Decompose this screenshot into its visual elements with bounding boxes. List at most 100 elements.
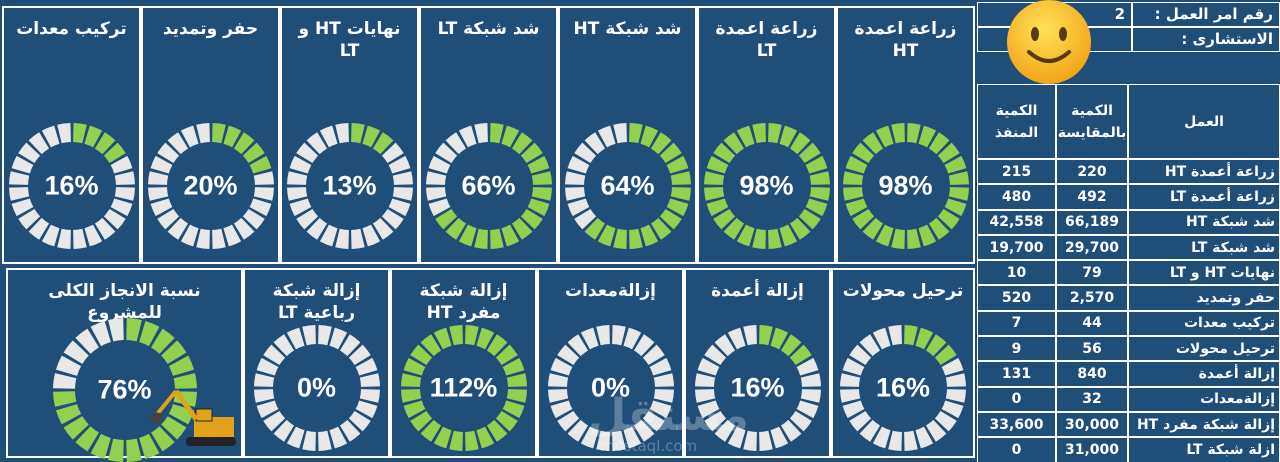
donut-segment-remaining (584, 132, 605, 155)
donut-segment-done (475, 327, 494, 350)
kpi-tile-title: زراعة اعمدة LT (715, 19, 818, 61)
donut-segment-remaining (156, 142, 179, 164)
donut-segment-remaining (334, 228, 349, 249)
cell-work: تركيب معدات (1128, 310, 1280, 337)
donut-segment-remaining (8, 171, 29, 185)
donut-segment-done (448, 325, 463, 346)
donut-segment-remaining (849, 344, 872, 366)
donut-segment-done (400, 373, 421, 387)
donut-segment-remaining (372, 217, 393, 240)
donut-segment-remaining (8, 187, 29, 201)
kpi-donut: 16% (839, 324, 967, 452)
donut-segment-remaining (94, 217, 115, 240)
cell-work: إزالة شبكة مفرد HT (1128, 411, 1280, 438)
kpi-percent-label: 0% (296, 372, 337, 403)
donut-segment-remaining (872, 327, 891, 350)
donut-segment-done (489, 228, 504, 249)
donut-segment-done (489, 123, 504, 144)
donut-ring (703, 123, 830, 249)
kpi-tile: نهايات HT و LT 13% (280, 6, 419, 264)
donut-segment-done (434, 208, 457, 230)
donut-segment-remaining (859, 419, 881, 442)
donut-segment-remaining (653, 373, 674, 387)
donut-segment-remaining (727, 327, 746, 350)
donut-segment-done (666, 198, 688, 217)
donut-segment-remaining (301, 325, 316, 346)
donut-segment-remaining (556, 344, 579, 366)
donut-segment-remaining (286, 426, 305, 449)
donut-segment-remaining (361, 224, 380, 247)
donut-segment-done (628, 228, 643, 249)
donut-segment-done (511, 132, 532, 155)
donut-segment-done (420, 334, 441, 357)
kpi-donut: 76% (51, 316, 199, 462)
donut-segment-remaining (941, 400, 964, 419)
donut-segment-remaining (295, 142, 318, 164)
donut-segment-done (789, 344, 812, 366)
donut-segment-done (890, 123, 905, 144)
donut-segment-done (249, 155, 271, 174)
donut-segment-done (511, 217, 532, 240)
donut-segment-remaining (359, 389, 380, 403)
cell-planned: 31,000 (1056, 437, 1128, 462)
donut-segment-done (798, 142, 821, 164)
donut-segment-done (233, 132, 254, 155)
donut-segment-remaining (915, 426, 934, 449)
donut-segment-remaining (286, 171, 307, 185)
donut-segment-remaining (150, 155, 172, 174)
donut-segment-done (937, 208, 960, 230)
donut-segment-remaining (90, 320, 111, 347)
donut-segment-done (805, 155, 827, 174)
donut-ring (564, 123, 691, 249)
donut-segment-remaining (262, 344, 285, 366)
dashboard-panel: زراعة اعمدة HT 98% زراعة اعمدة LT 98% شد شبك… (0, 0, 977, 462)
donut-segment-done (723, 217, 744, 240)
donut-segment-done (125, 318, 142, 342)
donut-segment-done (160, 340, 186, 364)
donut-segment-done (502, 400, 524, 419)
donut-segment-remaining (458, 125, 477, 148)
donut-segment-remaining (350, 228, 365, 249)
kpi-percent-label: 76% (97, 374, 152, 405)
donut-segment-remaining (147, 171, 168, 185)
donut-segment-remaining (649, 357, 671, 376)
donut-segment-done (875, 224, 894, 247)
donut-segment-remaining (840, 373, 861, 387)
donut-segment-remaining (595, 430, 610, 451)
donut-segment-remaining (242, 208, 265, 230)
donut-segment-remaining (319, 224, 338, 247)
donut-segment-done (805, 198, 827, 217)
cell-work: شد شبكة HT (1128, 209, 1280, 235)
donut-segment-done (798, 208, 821, 230)
kpi-tile: شد شبكة HT 64% (558, 6, 697, 264)
donut-segment-remaining (253, 389, 274, 403)
donut-segment-done (890, 228, 905, 249)
kpi-tile-title: شد شبكة LT (437, 19, 540, 39)
donut-segment-done (842, 187, 863, 201)
donut-segment-done (875, 125, 894, 148)
donut-segment-done (650, 132, 671, 155)
donut-segment-remaining (114, 187, 135, 201)
cell-planned: 30,000 (1056, 411, 1128, 438)
donut-segment-done (904, 325, 918, 346)
cell-work: زراعة أعمدة HT (1128, 159, 1280, 185)
donut-segment-remaining (289, 198, 311, 217)
kpi-percent-label: 112% (429, 372, 498, 403)
donut-segment-remaining (859, 334, 881, 357)
kpi-donut: 112% (400, 324, 528, 452)
cell-done: 19,700 (977, 234, 1056, 261)
donut-segment-done (842, 171, 863, 185)
donut-segment-remaining (55, 355, 81, 376)
cell-planned: 79 (1056, 260, 1128, 286)
donut-segment-remaining (222, 224, 241, 247)
donut-segment-done (495, 344, 518, 366)
donut-segment-done (433, 327, 452, 350)
donut-segment-done (789, 217, 810, 240)
donut-segment-remaining (622, 327, 641, 350)
donut-segment-remaining (567, 334, 588, 357)
kpi-percent-label: 98% (739, 170, 794, 201)
smiley-icon (1007, 0, 1091, 84)
table-row: 0 32 إزالةمعدات (977, 386, 1280, 412)
cell-work: حفر وتمديد (1128, 285, 1280, 311)
donut-ring (840, 325, 966, 451)
